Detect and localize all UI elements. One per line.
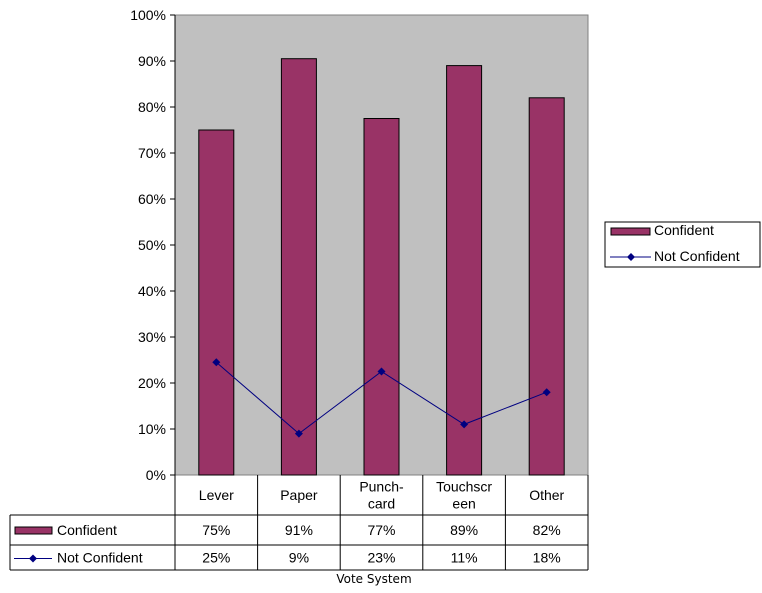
y-tick-label: 20%: [138, 375, 166, 391]
y-tick-label: 80%: [138, 99, 166, 115]
bar: [446, 65, 483, 476]
x-axis-title: Vote System: [336, 572, 411, 586]
data-label: 75%: [202, 522, 230, 538]
y-tick-label: 40%: [138, 283, 166, 299]
y-tick-label: 90%: [138, 53, 166, 69]
y-tick-label: 70%: [138, 145, 166, 161]
y-tick-label: 30%: [138, 329, 166, 345]
data-label: 91%: [285, 522, 313, 538]
category-label: card: [368, 496, 395, 512]
data-label: 89%: [450, 522, 478, 538]
bar: [363, 118, 400, 476]
data-label: 11%: [451, 550, 478, 566]
category-label: een: [452, 496, 475, 512]
series-name: Confident: [57, 522, 117, 538]
category-label: Punch-: [359, 479, 404, 495]
bar: [280, 58, 317, 476]
series-name: Not Confident: [57, 550, 143, 566]
data-label: 77%: [367, 522, 395, 538]
y-tick-label: 60%: [138, 191, 166, 207]
line-point: [212, 358, 221, 367]
y-tick-label: 50%: [138, 237, 166, 253]
not-confident-line: [212, 358, 551, 438]
data-label: 25%: [202, 550, 230, 566]
y-axis: 0% 10% 20% 30% 40% 50% 60% 70% 80% 90% 100%: [130, 7, 176, 483]
legend: Confident Not Confident: [604, 221, 761, 268]
y-tick-label: 10%: [138, 421, 166, 437]
legend-label: Not Confident: [654, 248, 740, 264]
data-label: 23%: [367, 550, 395, 566]
table-key-marker: [29, 554, 37, 563]
table-key-bar: [14, 526, 53, 535]
data-label: 9%: [289, 550, 309, 566]
data-label: 18%: [533, 550, 561, 566]
line-point: [460, 420, 469, 429]
line-point: [542, 388, 551, 397]
bar: [198, 129, 235, 476]
y-tick-label: 0%: [146, 467, 166, 483]
category-label: Other: [529, 487, 564, 503]
confident-bars: [198, 58, 565, 476]
legend-label: Confident: [654, 222, 714, 238]
line-point: [294, 429, 303, 438]
bar: [528, 97, 565, 476]
data-label: 82%: [533, 522, 561, 538]
category-label: Touchscr: [436, 479, 492, 495]
y-tick-label: 100%: [130, 7, 166, 23]
category-label: Lever: [199, 487, 234, 503]
legend-key-bar: [610, 227, 651, 236]
line-point: [377, 367, 386, 376]
category-label: Paper: [280, 487, 318, 503]
legend-key-marker: [627, 253, 635, 261]
